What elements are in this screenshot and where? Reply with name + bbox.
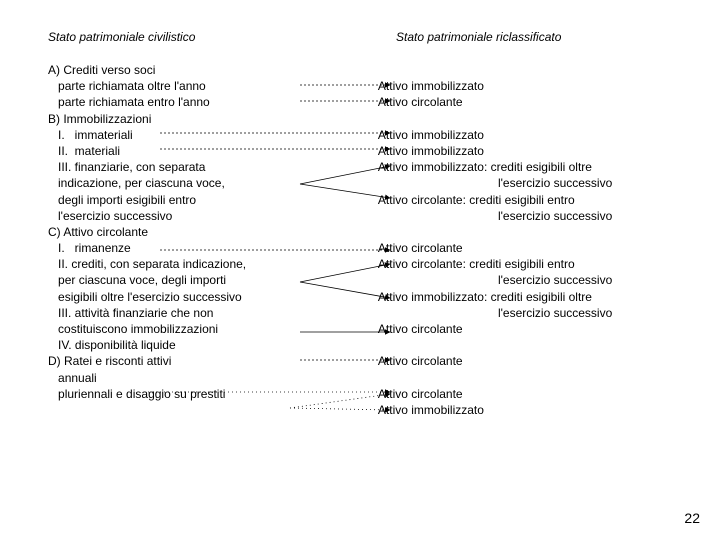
header-left: Stato patrimoniale civilistico (48, 30, 368, 44)
right-column: Attivo immobilizzato Attivo circolante A… (378, 62, 688, 418)
page-number: 22 (684, 510, 700, 526)
columns: A) Crediti verso soci parte richiamata o… (48, 62, 688, 418)
left-text: A) Crediti verso soci parte richiamata o… (48, 62, 330, 402)
header-right: Stato patrimoniale riclassificato (396, 30, 561, 44)
right-text: Attivo immobilizzato Attivo circolante A… (378, 62, 688, 418)
left-column: A) Crediti verso soci parte richiamata o… (48, 62, 330, 418)
diagram-container: Stato patrimoniale civilistico Stato pat… (48, 30, 688, 418)
headers-row: Stato patrimoniale civilistico Stato pat… (48, 30, 688, 44)
